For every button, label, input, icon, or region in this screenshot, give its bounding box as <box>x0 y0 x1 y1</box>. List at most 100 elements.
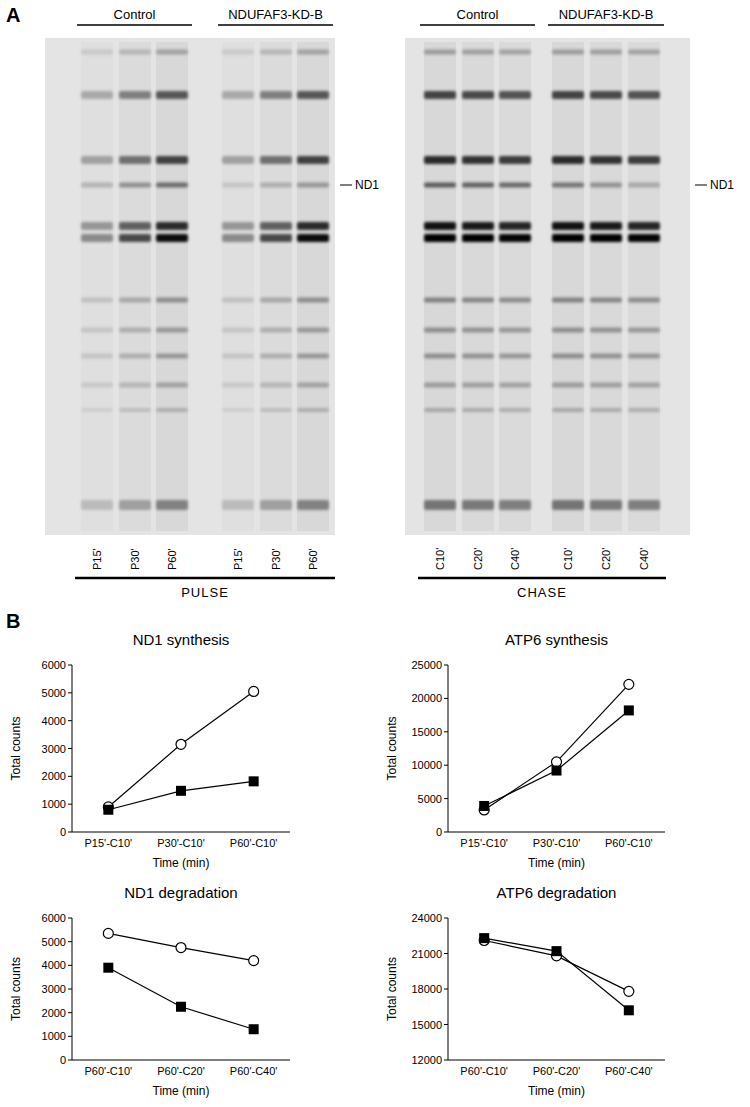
y-tick-label: 15000 <box>411 726 442 738</box>
y-tick <box>68 748 72 749</box>
series-line <box>484 684 629 810</box>
group-bar <box>420 24 535 26</box>
series-group <box>479 679 634 815</box>
y-tick-label: 10000 <box>411 759 442 771</box>
y-tick <box>444 665 448 666</box>
group-label: NDUFAF3-KD-B <box>228 7 323 22</box>
lane-label: C10' <box>434 548 446 570</box>
x-tick-label: P60'-C20' <box>157 1065 205 1077</box>
lane-label: C40' <box>509 548 521 570</box>
y-tick-label: 0 <box>60 1054 66 1066</box>
y-tick-label: 4000 <box>42 715 66 727</box>
square-marker <box>552 766 562 776</box>
y-tick <box>444 798 448 799</box>
y-axis-label: Total counts <box>9 716 23 780</box>
y-tick <box>68 665 72 666</box>
gel-background <box>45 38 335 535</box>
band-pointer <box>340 185 352 186</box>
footer-label: CHASE <box>517 585 567 600</box>
y-tick-label: 2000 <box>42 770 66 782</box>
series-group <box>103 686 258 814</box>
x-axis-label: Time (min) <box>528 856 585 870</box>
circle-marker <box>249 956 259 966</box>
figure: ABControlP15'P30'P60'NDUFAF3-KD-BP15'P30… <box>0 0 750 1107</box>
lane-label: P60' <box>166 548 178 570</box>
lane-label: P30' <box>270 548 282 570</box>
y-tick <box>444 698 448 699</box>
panel-label: A <box>6 4 20 26</box>
group-bar <box>77 24 192 26</box>
y-tick-label: 15000 <box>411 1019 442 1031</box>
y-tick-label: 5000 <box>42 687 66 699</box>
panel-label: B <box>6 610 20 632</box>
y-tick <box>444 1024 448 1025</box>
lane-smear <box>424 42 456 531</box>
lane-label: C40' <box>638 548 650 570</box>
chart-title: ATP6 degradation <box>497 884 617 901</box>
y-tick <box>68 1012 72 1013</box>
lane-smear <box>222 42 254 531</box>
square-marker <box>176 786 186 796</box>
y-tick-label: 3000 <box>42 983 66 995</box>
lane-label: C20' <box>472 548 484 570</box>
y-tick-label: 12000 <box>411 1054 442 1066</box>
lane-smear <box>499 42 531 531</box>
gel-background <box>405 38 690 535</box>
lane-label: P15' <box>232 548 244 570</box>
chart-title: ND1 degradation <box>124 884 237 901</box>
x-tick-label: P60'-C40' <box>605 1065 653 1077</box>
x-tick-label: P15'-C10' <box>85 837 133 849</box>
x-tick-label: P60'-C20' <box>533 1065 581 1077</box>
band-pointer <box>695 185 707 186</box>
group-label: Control <box>457 7 499 22</box>
lane-smear <box>156 42 188 531</box>
y-tick-label: 21000 <box>411 948 442 960</box>
y-tick <box>68 720 72 721</box>
y-tick <box>68 776 72 777</box>
square-marker <box>624 705 634 715</box>
circle-marker <box>176 739 186 749</box>
y-tick-label: 24000 <box>411 912 442 924</box>
lane-smear <box>590 42 622 531</box>
y-tick <box>444 765 448 766</box>
x-tick-label: P60'-C10' <box>230 837 278 849</box>
y-tick <box>68 692 72 693</box>
y-tick-label: 18000 <box>411 983 442 995</box>
y-tick <box>68 989 72 990</box>
y-tick <box>444 1060 448 1061</box>
x-axis <box>72 1060 290 1061</box>
y-axis-label: Total counts <box>9 957 23 1021</box>
y-tick-label: 5000 <box>418 793 442 805</box>
x-axis <box>448 832 665 833</box>
square-marker <box>249 776 259 786</box>
chart-title: ATP6 synthesis <box>505 631 608 648</box>
y-tick-label: 2000 <box>42 1007 66 1019</box>
x-axis <box>448 1060 665 1061</box>
y-tick <box>444 731 448 732</box>
y-tick-label: 6000 <box>42 659 66 671</box>
band-label: ND1 <box>355 178 379 192</box>
square-marker <box>552 946 562 956</box>
y-tick <box>444 953 448 954</box>
circle-marker <box>249 686 259 696</box>
group-bar <box>218 24 333 26</box>
x-axis <box>72 832 290 833</box>
footer-bar <box>418 577 666 580</box>
y-tick-label: 20000 <box>411 692 442 704</box>
series-group <box>103 928 258 1034</box>
y-tick <box>68 918 72 919</box>
chart-title: ND1 synthesis <box>133 631 230 648</box>
x-tick-label: P30'-C10' <box>157 837 205 849</box>
band-label: ND1 <box>710 178 734 192</box>
square-marker <box>479 933 489 943</box>
y-tick-label: 4000 <box>42 959 66 971</box>
x-tick-label: P30'-C10' <box>533 837 581 849</box>
y-tick <box>444 832 448 833</box>
y-tick <box>444 989 448 990</box>
y-tick <box>68 941 72 942</box>
y-tick-label: 1000 <box>42 1030 66 1042</box>
square-marker <box>624 1005 634 1015</box>
y-tick-label: 1000 <box>42 798 66 810</box>
y-tick <box>68 804 72 805</box>
gel-panel: ControlC10'C20'C40'NDUFAF3-KD-BC10'C20'C… <box>405 7 734 600</box>
